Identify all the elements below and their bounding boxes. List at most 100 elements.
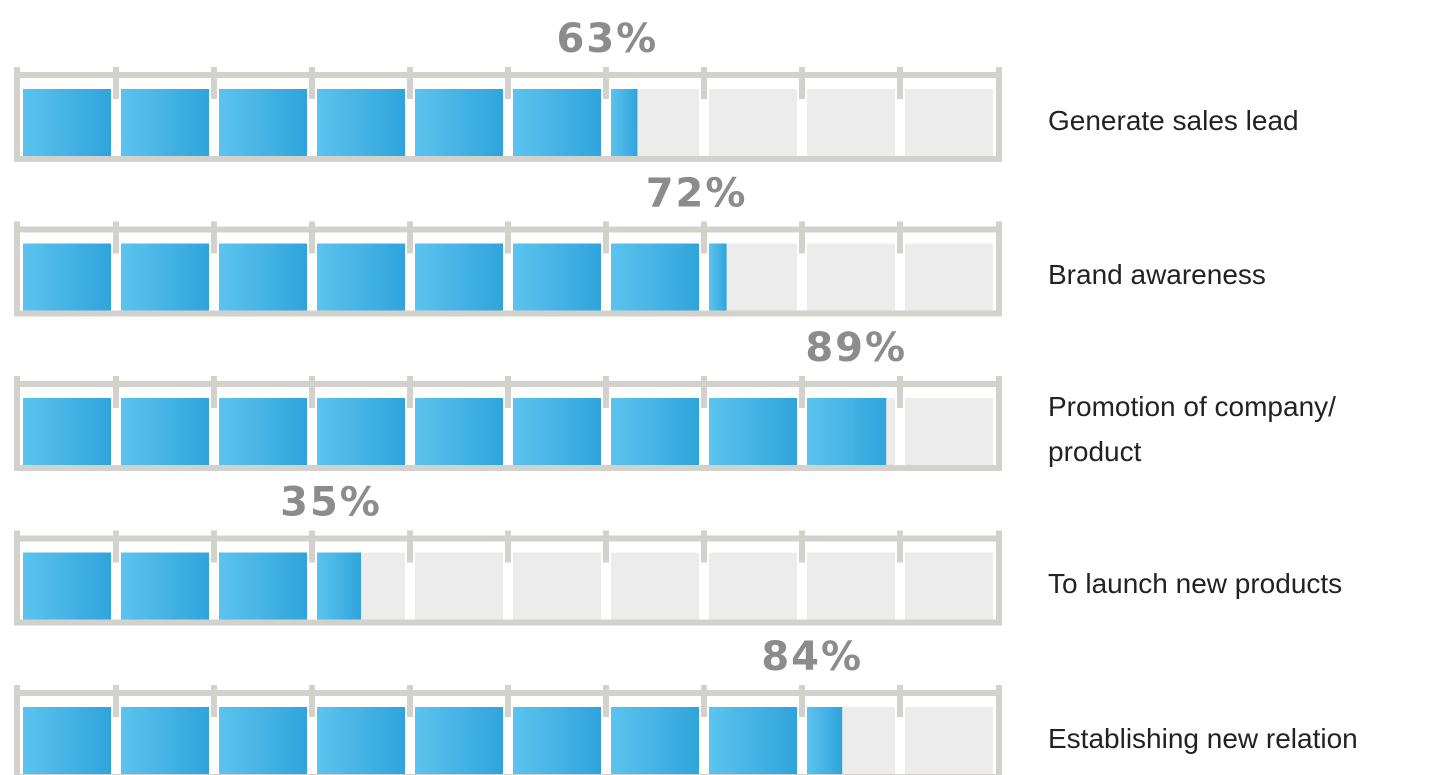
bar-segment	[23, 552, 111, 620]
notch	[603, 685, 609, 717]
notch	[799, 67, 805, 99]
notch	[309, 221, 315, 254]
notch	[407, 685, 413, 717]
notch	[14, 530, 20, 563]
bar-segment	[415, 243, 503, 311]
category-label: To launch new products	[1048, 568, 1343, 599]
notch	[14, 221, 20, 254]
notch	[113, 530, 119, 563]
notch	[897, 685, 903, 717]
notch	[407, 221, 413, 254]
bar-segment	[709, 243, 727, 311]
notch	[701, 221, 707, 254]
bar-segment	[219, 89, 307, 156]
notch	[996, 530, 1002, 563]
empty-segment	[905, 89, 993, 156]
bar-segment	[709, 398, 797, 465]
notch	[407, 67, 413, 99]
notch	[407, 376, 413, 408]
value-label: 89%	[805, 325, 907, 371]
notch	[897, 221, 903, 254]
value-label: 35%	[280, 480, 382, 526]
bar-segment	[23, 398, 111, 465]
notch	[113, 376, 119, 408]
bar-segment	[121, 552, 209, 620]
empty-segment	[611, 552, 699, 620]
notch	[996, 376, 1002, 408]
notch	[505, 67, 511, 99]
notch	[407, 530, 413, 563]
bar-segment	[513, 89, 601, 156]
notch	[211, 221, 217, 254]
notch	[309, 376, 315, 408]
bar-segment	[415, 707, 503, 774]
bar-segment	[317, 552, 361, 620]
bar-segment	[317, 243, 405, 311]
bar-segment	[121, 707, 209, 774]
notch	[701, 67, 707, 99]
bar-segment	[415, 398, 503, 465]
notch	[996, 685, 1002, 717]
value-label: 63%	[557, 16, 659, 62]
notch	[505, 376, 511, 408]
notch	[603, 67, 609, 99]
empty-segment	[905, 398, 993, 465]
bar-segment	[513, 243, 601, 311]
empty-segment	[807, 552, 895, 620]
empty-segment	[415, 552, 503, 620]
bar-segment	[219, 398, 307, 465]
empty-segment	[905, 243, 993, 311]
notch	[701, 530, 707, 563]
notch	[309, 530, 315, 563]
empty-segment	[807, 243, 895, 311]
empty-segment	[905, 707, 993, 774]
value-label: 72%	[646, 171, 748, 217]
notch	[799, 530, 805, 563]
bar-segment	[415, 89, 503, 156]
notch	[897, 67, 903, 99]
notch	[14, 685, 20, 717]
notch	[799, 221, 805, 254]
notch	[505, 530, 511, 563]
notch	[14, 376, 20, 408]
category-label: Establishing new relation	[1048, 722, 1358, 754]
bar-segment	[317, 398, 405, 465]
bar-segment	[23, 707, 111, 774]
category-label: Generate sales lead	[1048, 104, 1299, 136]
notch	[799, 685, 805, 717]
bar-segment	[611, 398, 699, 465]
bar-segment	[121, 398, 209, 465]
value-label: 84%	[761, 634, 863, 680]
notch	[113, 685, 119, 717]
bar-segment	[709, 707, 797, 774]
notch	[701, 685, 707, 717]
notch	[603, 221, 609, 254]
bar-segment	[317, 707, 405, 774]
category-label: Promotion of company/ product	[1048, 391, 1336, 467]
bar-segment	[121, 243, 209, 311]
notch	[113, 221, 119, 254]
bar-segment	[513, 398, 601, 465]
bar-segment	[121, 89, 209, 156]
bar-segment	[219, 707, 307, 774]
notch	[211, 376, 217, 408]
empty-segment	[513, 552, 601, 620]
notch	[309, 67, 315, 99]
category-label: Brand awareness	[1048, 259, 1266, 290]
empty-segment	[709, 89, 797, 156]
notch	[799, 376, 805, 408]
bar-segment	[807, 707, 843, 774]
bar-segment	[611, 243, 699, 311]
bar-segment	[23, 243, 111, 311]
notch	[701, 376, 707, 408]
notch	[211, 530, 217, 563]
notch	[211, 67, 217, 99]
bar-segment	[23, 89, 111, 156]
bar-segment	[219, 243, 307, 311]
bar-segment	[513, 707, 601, 774]
notch	[996, 221, 1002, 254]
bar-segment	[807, 398, 887, 465]
notch	[897, 530, 903, 563]
bar-segment	[317, 89, 405, 156]
